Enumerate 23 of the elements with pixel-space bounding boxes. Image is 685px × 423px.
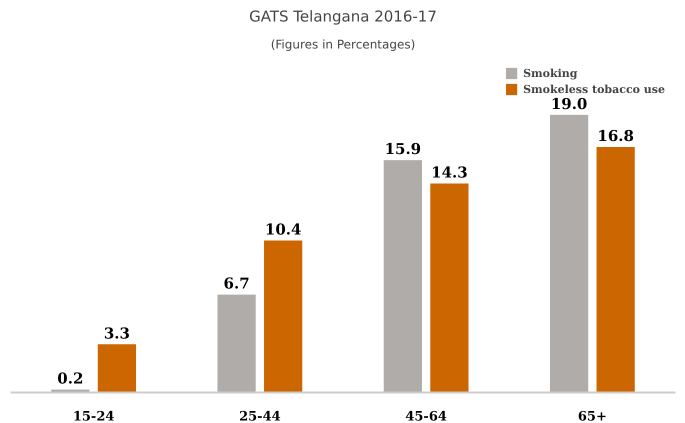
data-label: 0.2 (57, 370, 84, 388)
bar (550, 114, 588, 392)
data-label: 14.3 (431, 164, 468, 182)
bar (264, 240, 302, 392)
bar (384, 160, 422, 392)
data-label: 16.8 (597, 126, 634, 145)
data-label: 6.7 (224, 274, 250, 293)
data-label: 3.3 (104, 324, 130, 342)
bar (596, 146, 635, 392)
bar (430, 184, 469, 392)
bar (217, 294, 256, 392)
x-tick-label: 45-64 (405, 410, 447, 423)
data-label: 19.0 (550, 94, 588, 113)
legend-label: Smoking (523, 66, 578, 80)
data-label: 15.9 (384, 140, 422, 158)
x-tick-label: 65+ (578, 410, 607, 423)
x-tick-label: 15-24 (72, 410, 114, 423)
chart-subtitle: (Figures in Percentages) (270, 38, 416, 52)
data-label: 10.4 (264, 220, 302, 239)
x-tick-label: 25-44 (239, 410, 281, 423)
bar (98, 344, 136, 392)
legend-label: Smokeless tobacco use (523, 82, 665, 96)
chart-title: GATS Telangana 2016-17 (249, 8, 437, 26)
